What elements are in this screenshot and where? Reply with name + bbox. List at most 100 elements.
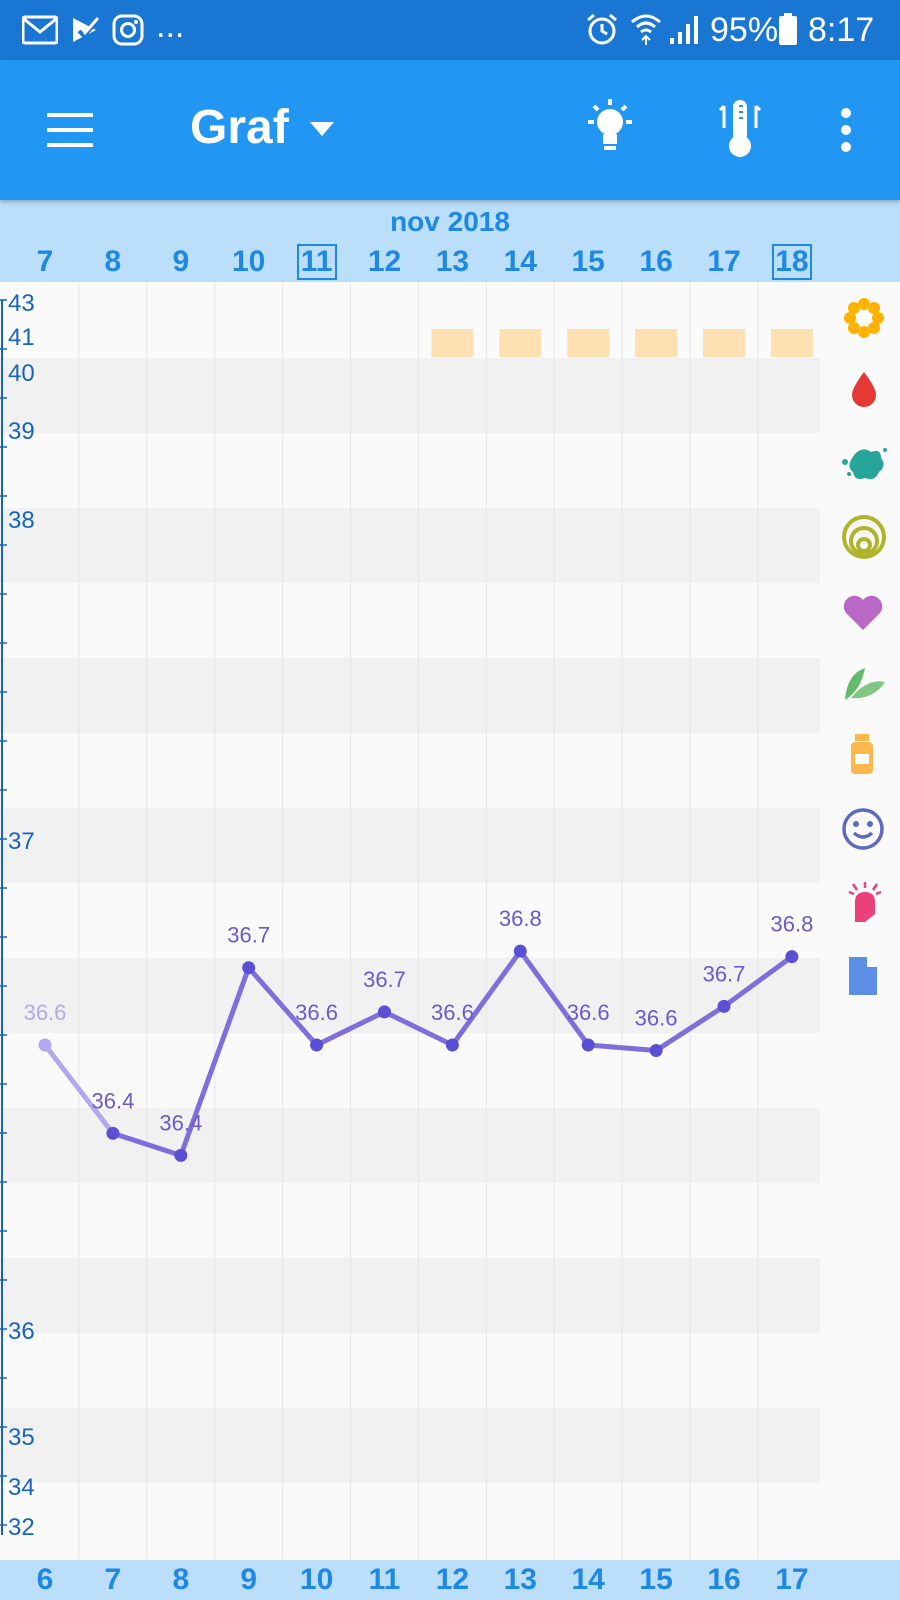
date-header-day[interactable]: 7	[36, 245, 54, 278]
temperature-point	[717, 999, 731, 1013]
bottom-axis-label: 7	[104, 1563, 122, 1596]
lightbulb-icon[interactable]	[582, 96, 638, 156]
status-bar: ... 95% 8:17	[0, 0, 900, 60]
y-axis-label: 40	[8, 360, 35, 387]
y-axis-label: 34	[8, 1474, 35, 1501]
temperature-value-label: 36.7	[227, 923, 270, 948]
temperature-point	[785, 950, 799, 964]
period-marker	[499, 329, 542, 357]
temperature-point	[378, 1005, 391, 1019]
grid-band	[0, 1408, 820, 1483]
bottom-axis-label: 8	[172, 1563, 190, 1596]
leaf-icon[interactable]	[841, 660, 887, 704]
y-axis-label: 38	[8, 507, 35, 534]
temperature-value-label: 36.6	[24, 1000, 67, 1025]
y-axis-label: 37	[8, 828, 35, 855]
grid-band	[0, 658, 820, 733]
temperature-value-label: 36.8	[770, 912, 813, 937]
date-header-day[interactable]: 9	[172, 245, 190, 278]
grid-band	[0, 808, 820, 883]
bottom-axis-label: 12	[435, 1563, 470, 1596]
period-marker	[703, 329, 745, 357]
y-axis-label: 43	[8, 290, 35, 317]
grid-band	[0, 1108, 820, 1183]
heart-icon[interactable]	[841, 592, 885, 632]
wifi-icon	[631, 14, 661, 45]
period-marker	[431, 329, 474, 357]
drop-icon[interactable]	[849, 370, 879, 408]
grid-band	[0, 508, 820, 583]
month-label: nov 2018	[390, 206, 510, 237]
temperature-value-label: 36.6	[567, 1000, 610, 1025]
date-header-day[interactable]: 13	[435, 245, 470, 278]
temperature-point	[310, 1038, 324, 1052]
bottom-axis-label: 6	[36, 1563, 54, 1596]
temperature-value-label: 36.4	[91, 1088, 134, 1113]
date-header-day[interactable]: 14	[503, 245, 537, 278]
menu-icon[interactable]	[45, 110, 95, 150]
temperature-point	[445, 1038, 459, 1052]
battery-icon	[779, 13, 797, 45]
temperature-value-label: 36.7	[363, 967, 406, 992]
more-vert-icon[interactable]	[836, 106, 856, 154]
temperature-value-label: 36.6	[635, 1006, 678, 1031]
temperature-point	[242, 961, 256, 975]
pain-icon[interactable]	[845, 880, 885, 924]
temperature-value-label: 36.7	[703, 961, 746, 986]
period-marker	[635, 329, 678, 357]
dropdown-arrow-icon[interactable]	[308, 120, 336, 138]
mail-icon	[22, 15, 58, 45]
date-header-day[interactable]: 17	[707, 245, 741, 278]
y-axis-label: 41	[8, 324, 35, 351]
y-axis-label: 36	[8, 1318, 35, 1345]
bottom-axis-label: 16	[707, 1563, 741, 1596]
bottom-axis-label: 14	[571, 1563, 605, 1596]
note-icon[interactable]	[847, 955, 879, 997]
screen-title[interactable]: Graf	[190, 101, 289, 154]
date-header: nov 2018 7 8 9 10 11 12 13 14 15 16 17 18	[0, 200, 900, 282]
date-header-day[interactable]: 8	[104, 245, 122, 278]
status-overflow: ...	[156, 7, 185, 45]
temperature-point	[581, 1038, 595, 1052]
y-axis-label: 39	[8, 418, 35, 445]
temperature-line-segment	[42, 1042, 116, 1136]
temperature-point	[174, 1148, 188, 1162]
bottom-axis-label: 9	[240, 1563, 258, 1596]
date-header-day[interactable]: 12	[367, 245, 402, 278]
app-bar: Graf	[0, 60, 900, 200]
grid-band	[0, 958, 820, 1033]
medicine-bottle-icon[interactable]	[849, 732, 875, 776]
temperature-point	[38, 1038, 52, 1052]
date-header-day[interactable]: 15	[571, 245, 605, 278]
temperature-point	[106, 1126, 120, 1140]
temperature-point	[649, 1044, 663, 1058]
clock: 8:17	[808, 11, 875, 49]
grid-band	[0, 358, 820, 433]
alarm-icon	[587, 13, 617, 45]
bottom-axis: 6 7 8 9 10 11 12 13 14 15 16 17	[0, 1560, 900, 1600]
splash-icon[interactable]	[841, 444, 887, 484]
bottom-axis-label: 15	[639, 1563, 673, 1596]
cervix-icon[interactable]	[841, 514, 887, 560]
bottom-axis-label: 10	[299, 1563, 334, 1596]
temperature-value-label: 36.6	[431, 1000, 474, 1025]
flower-icon[interactable]	[843, 297, 885, 339]
date-header-day[interactable]: 11	[296, 244, 337, 280]
period-marker	[770, 329, 813, 357]
instagram-icon	[112, 14, 144, 46]
y-axis-label: 35	[8, 1424, 35, 1451]
date-header-day[interactable]: 10	[232, 245, 266, 278]
y-axis-label: 32	[8, 1514, 35, 1541]
smiley-icon[interactable]	[841, 807, 885, 851]
bottom-axis-label: 13	[503, 1563, 537, 1596]
date-header-day[interactable]: 16	[639, 245, 673, 278]
temperature-chart[interactable]: 36.6 36.4 36.4 36.7 36.6 36.7 36.6 36.8 36.6 36.6…	[0, 282, 830, 1560]
bottom-axis-label: 11	[368, 1563, 401, 1596]
temperature-value-label: 36.4	[159, 1110, 202, 1135]
temperature-point	[513, 944, 527, 958]
bottom-axis-label: 17	[775, 1563, 809, 1596]
battery-percent: 95%	[710, 11, 779, 49]
date-header-day[interactable]: 18	[771, 244, 812, 280]
thermometer-icon[interactable]	[710, 98, 770, 160]
temperature-value-label: 36.6	[295, 1000, 338, 1025]
